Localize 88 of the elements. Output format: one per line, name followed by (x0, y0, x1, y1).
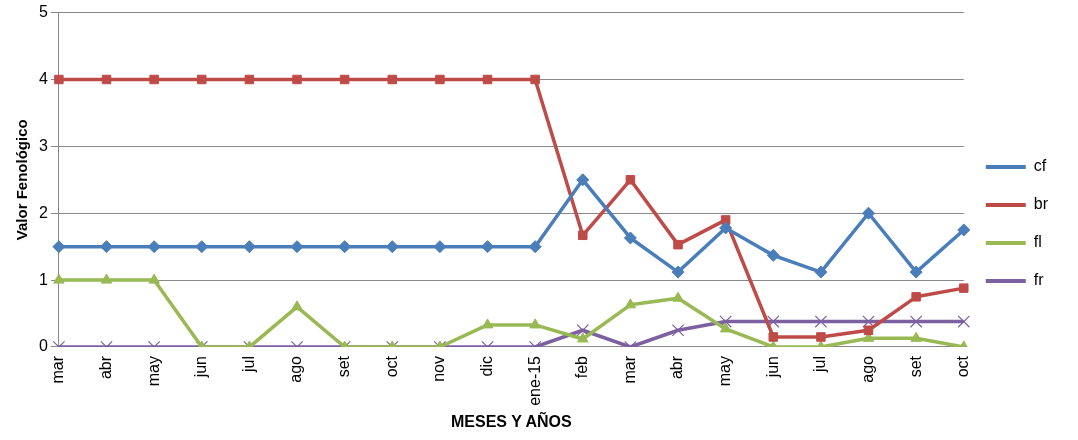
point (909, 265, 923, 279)
point (578, 230, 588, 241)
y-axis-title: Valor Fenológico (13, 119, 31, 241)
point (101, 74, 112, 85)
x-tick-label: jun (763, 355, 781, 379)
point (623, 231, 637, 245)
point (814, 315, 828, 328)
point (719, 322, 732, 333)
x-tick-label: oct (954, 355, 972, 378)
point (624, 298, 637, 309)
x-tick-label: dic (477, 355, 495, 377)
point (909, 315, 923, 328)
point (100, 240, 114, 254)
point (291, 300, 303, 311)
point (147, 240, 161, 254)
point (290, 240, 304, 254)
point (385, 240, 399, 254)
x-tick-label: mar (49, 355, 67, 384)
point (766, 248, 780, 262)
x-tick-label: may (716, 355, 734, 387)
point (482, 74, 493, 85)
point (768, 332, 779, 342)
y-tick-label: 4 (38, 69, 48, 87)
point (292, 74, 302, 85)
point (195, 240, 209, 254)
point (910, 331, 922, 342)
point (862, 206, 876, 220)
x-tick-label: oct (382, 355, 400, 378)
x-tick-label: ago (287, 355, 305, 383)
x-tick-label: nov (430, 355, 448, 382)
point (625, 175, 636, 185)
point (816, 332, 826, 342)
point (433, 240, 447, 254)
point (530, 74, 540, 85)
point (576, 173, 590, 187)
point (863, 325, 874, 335)
legend-label: cf (1033, 157, 1047, 175)
point (959, 283, 969, 293)
x-tick-label: set (335, 355, 353, 378)
point (339, 74, 350, 85)
point (387, 74, 398, 85)
point (671, 324, 685, 337)
point (481, 240, 495, 254)
point (435, 74, 445, 85)
point (862, 315, 875, 328)
point (100, 273, 113, 284)
legend-label: fr (1033, 271, 1045, 289)
point (957, 315, 971, 328)
point (54, 74, 64, 85)
point (528, 240, 542, 254)
y-tick-label: 0 (38, 337, 48, 355)
point (957, 223, 971, 237)
point (576, 324, 590, 337)
x-tick-label: jul (811, 355, 829, 373)
y-tick-label: 1 (38, 270, 48, 288)
legend-label: br (1033, 195, 1049, 213)
x-tick-label: ago (858, 355, 876, 383)
legend-label: fl (1033, 233, 1042, 251)
point (577, 332, 589, 343)
x-tick-label: may (144, 355, 162, 387)
point (52, 240, 66, 254)
y-tick-label: 5 (38, 3, 48, 21)
point (767, 315, 780, 328)
point (242, 240, 256, 254)
x-tick-label: set (906, 355, 924, 378)
y-tick-label: 3 (38, 136, 48, 154)
point (719, 315, 732, 328)
x-tick-label: abr (96, 355, 114, 380)
x-axis-title: MESES Y AÑOS (451, 410, 572, 430)
point (911, 292, 921, 302)
point (149, 74, 159, 85)
point (672, 291, 684, 302)
x-tick-label: abr (668, 355, 686, 380)
x-tick-label: ene-15 (525, 355, 543, 406)
x-tick-label: jun (192, 355, 210, 379)
point (197, 74, 207, 85)
point (338, 240, 352, 254)
point (148, 273, 160, 284)
x-tick-label: jul (239, 355, 257, 373)
point (673, 239, 683, 250)
point (244, 74, 255, 85)
y-tick-label: 2 (38, 203, 48, 221)
point (814, 265, 828, 279)
point (671, 265, 685, 279)
point (529, 318, 541, 329)
point (719, 221, 733, 235)
x-tick-label: mar (620, 355, 638, 384)
x-tick-label: feb (573, 355, 591, 379)
